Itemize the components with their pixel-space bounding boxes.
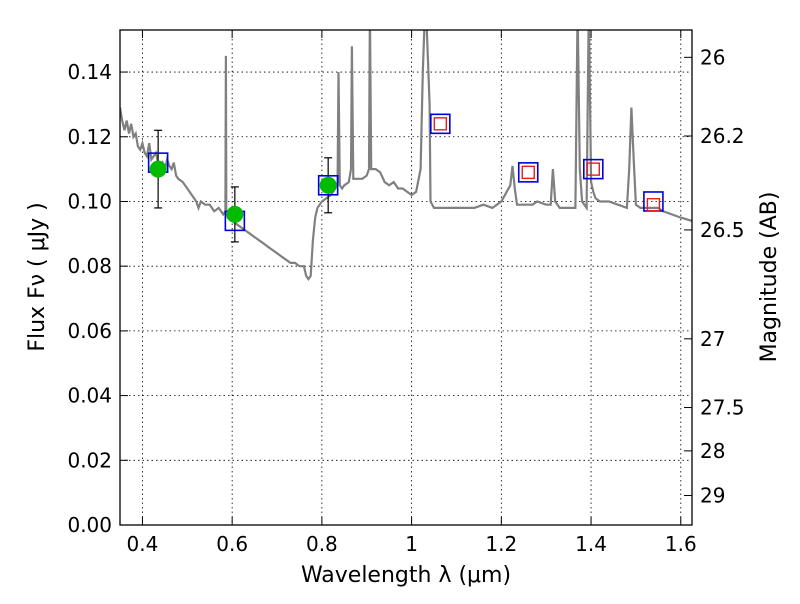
y2-tick-label: 26: [700, 45, 725, 69]
y-tick-label: 0.08: [67, 254, 112, 278]
x-tick-label: 1.4: [575, 532, 607, 556]
y2-tick-label: 28: [700, 439, 725, 463]
synthetic-point: [583, 158, 604, 180]
y-tick-label: 0.12: [67, 125, 112, 149]
y2-tick-label: 26.2: [700, 124, 745, 148]
y2-tick-label: 29: [700, 483, 725, 507]
plot-area: [120, 30, 692, 282]
synthetic-point: [317, 174, 339, 196]
model-band-point: [646, 198, 661, 212]
model-band-point: [433, 117, 448, 131]
y-tick-label: 0.14: [67, 60, 112, 84]
y2-tick-label: 27.5: [700, 396, 745, 420]
model-band-point: [521, 165, 535, 180]
y-axis-label: Flux Fν ( μJy ): [25, 202, 50, 351]
observed-point: [226, 205, 244, 223]
plot-frame: [119, 29, 693, 526]
synthetic-point: [430, 113, 451, 135]
x-axis-label: Wavelength λ (μm): [301, 563, 511, 588]
observed-point: [149, 160, 167, 178]
y2-tick-label: 27: [700, 327, 725, 351]
x-tick-label: 0.8: [306, 532, 338, 556]
y-tick-label: 0.06: [67, 319, 112, 343]
synthetic-point: [517, 162, 539, 183]
y2-axis-label: Magnitude (AB): [757, 192, 782, 363]
x-tick-label: 1.2: [485, 532, 517, 556]
axis-ticks: 0.4 0.6 0.8 1 1.2 1.4 1.6 0.00 0.02 0.04 0.06 0.08 0…: [67, 30, 745, 556]
grid: [120, 30, 692, 525]
y-tick-label: 0.02: [67, 448, 112, 472]
observed-point: [319, 176, 337, 194]
x-tick-label: 1.6: [665, 532, 697, 556]
y-tick-label: 0.00: [67, 513, 112, 537]
x-tick-label: 1: [405, 532, 418, 556]
y2-tick-label: 26.5: [700, 218, 745, 242]
y-tick-label: 0.04: [67, 384, 112, 408]
model-band-point: [586, 162, 601, 176]
x-tick-label: 0.4: [127, 532, 159, 556]
x-tick-label: 0.6: [216, 532, 248, 556]
y-tick-label: 0.10: [67, 189, 112, 213]
model-spectrum-line: [120, 30, 692, 282]
